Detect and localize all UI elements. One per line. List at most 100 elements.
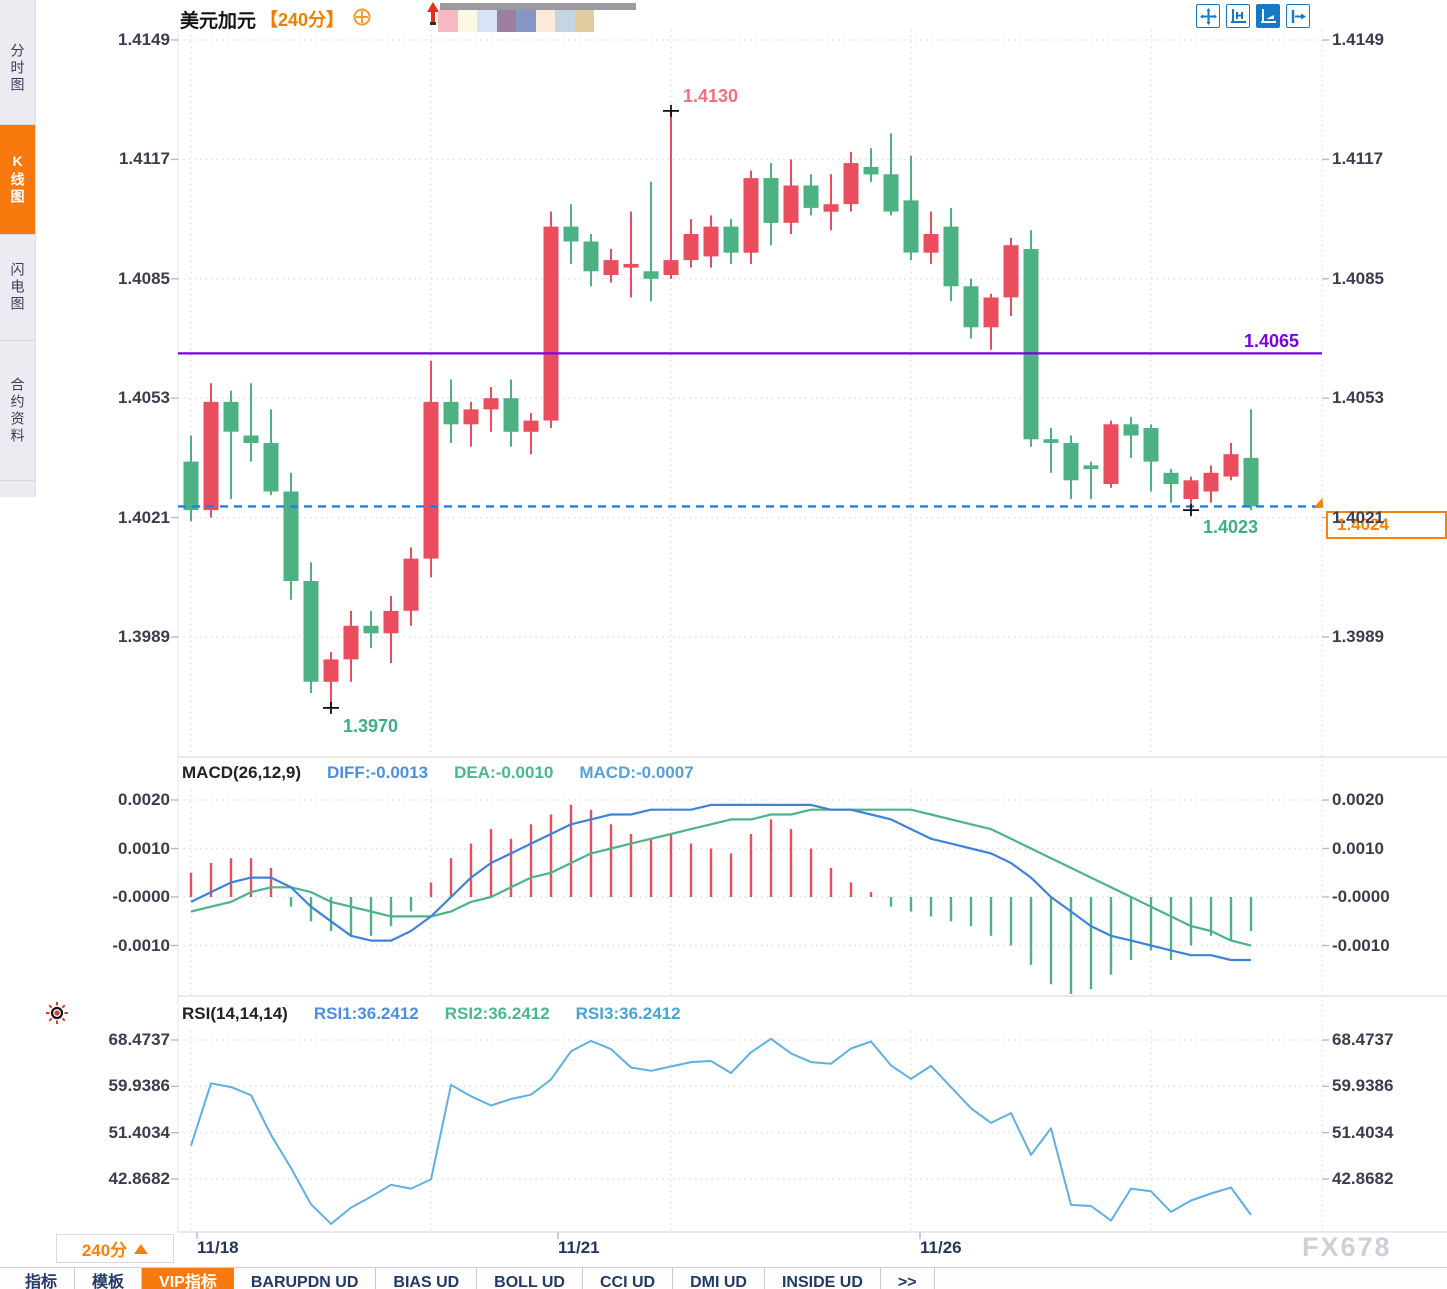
indicator-tab[interactable]: >> bbox=[881, 1268, 935, 1289]
macd-header: MACD(26,12,9) DIFF:-0.0013 DEA:-0.0010 M… bbox=[182, 763, 694, 783]
macd-tick-label: 0.0020 bbox=[1332, 790, 1384, 809]
candle bbox=[1223, 454, 1239, 477]
rsi-tick-label: 59.9386 bbox=[108, 1076, 170, 1096]
marked-last-low-label: 1.4023 bbox=[1203, 517, 1259, 537]
macd-tick-label: -0.0000 bbox=[112, 887, 170, 906]
candle bbox=[723, 226, 739, 253]
symbol-title: 美元加元 bbox=[180, 10, 257, 32]
color-swatch[interactable] bbox=[574, 10, 594, 32]
indicator-tab[interactable]: VIP指标 bbox=[142, 1268, 234, 1289]
rsi-tick-label: 68.4737 bbox=[1332, 1030, 1394, 1049]
candle bbox=[203, 401, 219, 511]
candle bbox=[883, 174, 899, 212]
candle bbox=[483, 398, 499, 410]
indicator-tab[interactable]: DMI UD bbox=[673, 1268, 765, 1289]
candle bbox=[463, 409, 479, 425]
candle bbox=[363, 625, 379, 634]
candle bbox=[763, 178, 779, 223]
indicator-tab[interactable]: 模板 bbox=[75, 1268, 143, 1289]
axis-scale-icon[interactable] bbox=[1226, 4, 1250, 28]
color-swatch[interactable] bbox=[477, 10, 497, 32]
rsi-label: RSI(14,14,14) bbox=[182, 1004, 288, 1023]
candle bbox=[1103, 424, 1119, 484]
candle bbox=[183, 461, 199, 511]
color-swatch[interactable] bbox=[516, 10, 536, 32]
auto-fit-icon[interactable] bbox=[1256, 4, 1280, 28]
price-tick-label: 1.4021 bbox=[1332, 507, 1384, 527]
macd-histogram bbox=[189, 804, 1253, 994]
sidebar-tab-3[interactable]: 闪电图 bbox=[0, 235, 35, 341]
candle bbox=[323, 659, 339, 682]
date-label: 11/26 bbox=[920, 1238, 962, 1257]
sun-icon[interactable] bbox=[45, 1001, 69, 1030]
candle bbox=[583, 241, 599, 272]
cross-marker bbox=[323, 701, 339, 714]
macd-tick-label: -0.0000 bbox=[1332, 887, 1390, 906]
price-tick-label: 1.4053 bbox=[1332, 388, 1384, 408]
candle bbox=[943, 226, 959, 287]
rsi-tick-label: 42.8682 bbox=[1332, 1169, 1394, 1188]
candle bbox=[1023, 249, 1039, 440]
macd-label: MACD(26,12,9) bbox=[182, 763, 302, 782]
macd-macd-value: MACD:-0.0007 bbox=[579, 763, 694, 782]
indicator-tab[interactable]: BIAS UD bbox=[376, 1268, 478, 1289]
triangle-up-icon bbox=[134, 1243, 149, 1254]
candle bbox=[643, 271, 659, 279]
sidebar-tab-1[interactable]: 分时图 bbox=[0, 13, 35, 125]
indicator-tab[interactable]: BOLL UD bbox=[477, 1268, 583, 1289]
date-label: 11/21 bbox=[558, 1238, 600, 1257]
color-swatch[interactable] bbox=[535, 10, 555, 32]
rsi-tick-label: 51.4034 bbox=[108, 1122, 170, 1142]
candle bbox=[1003, 245, 1019, 298]
price-tick-label: 1.4085 bbox=[1332, 268, 1384, 288]
price-arrow-icon bbox=[1313, 497, 1324, 509]
candle bbox=[1203, 472, 1219, 492]
red-arrow-cursor-icon bbox=[427, 2, 439, 25]
macd-diff-value: DIFF:-0.0013 bbox=[327, 763, 429, 782]
current-price-value: 1.4024 bbox=[1337, 515, 1389, 534]
rsi2-value: RSI2:36.2412 bbox=[444, 1004, 550, 1023]
sidebar-tab-2[interactable]: K线图 bbox=[0, 125, 35, 235]
indicator-tab[interactable]: 指标 bbox=[8, 1268, 76, 1289]
candle bbox=[743, 178, 759, 253]
price-tick-label: 1.3989 bbox=[1332, 627, 1384, 646]
candle bbox=[303, 581, 319, 682]
palette-drag-bar[interactable] bbox=[440, 3, 636, 10]
candle bbox=[283, 491, 299, 581]
indicator-tab[interactable]: INSIDE UD bbox=[765, 1268, 881, 1289]
candle bbox=[1243, 457, 1259, 507]
go-latest-icon[interactable] bbox=[1286, 4, 1310, 28]
chart-title-row: 美元加元 【240分】 bbox=[180, 6, 372, 32]
rsi3-value: RSI3:36.2412 bbox=[575, 1004, 681, 1023]
rsi-line bbox=[190, 1037, 1252, 1225]
macd-tick-label: -0.0010 bbox=[112, 935, 170, 955]
rsi-header: RSI(14,14,14) RSI1:36.2412 RSI2:36.2412 … bbox=[182, 1004, 681, 1024]
color-swatch[interactable] bbox=[555, 10, 575, 32]
candle bbox=[823, 204, 839, 212]
move-chart-icon[interactable] bbox=[1196, 4, 1220, 28]
sidebar-tab-4[interactable]: 合约资料 bbox=[0, 341, 35, 481]
candle bbox=[443, 401, 459, 425]
price-tick-label: 1.4053 bbox=[118, 388, 170, 408]
candle bbox=[683, 234, 699, 261]
indicator-tab[interactable]: CCI UD bbox=[583, 1268, 674, 1289]
candle bbox=[963, 286, 979, 328]
color-swatch[interactable] bbox=[438, 10, 458, 32]
indicator-tab[interactable]: BARUPDN UD bbox=[234, 1268, 377, 1289]
color-swatch[interactable] bbox=[457, 10, 477, 32]
candle bbox=[543, 226, 559, 421]
candle bbox=[1083, 465, 1099, 470]
candlesticks bbox=[183, 110, 1259, 708]
candle bbox=[903, 200, 919, 253]
color-swatch[interactable] bbox=[496, 10, 516, 32]
candle bbox=[1163, 472, 1179, 484]
macd-tick-label: 0.0020 bbox=[118, 790, 170, 809]
marked-low-label: 1.3970 bbox=[343, 716, 399, 736]
support-line-label: 1.4065 bbox=[1244, 331, 1300, 351]
date-label: 11/18 bbox=[197, 1238, 239, 1257]
circle-plus-icon[interactable] bbox=[352, 7, 372, 32]
candle bbox=[243, 435, 259, 443]
timeframe-button[interactable]: 240分 bbox=[56, 1234, 174, 1263]
